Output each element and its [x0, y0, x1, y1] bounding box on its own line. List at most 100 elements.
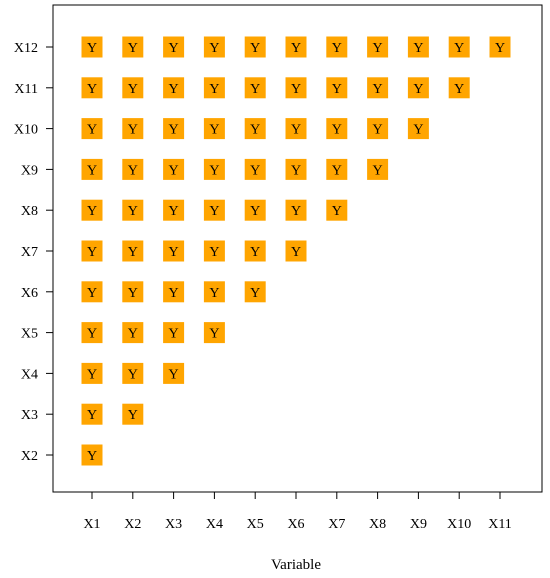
cell-marker	[285, 77, 307, 99]
x-axis-title: Variable	[271, 557, 321, 573]
cell-label: Y	[87, 204, 97, 219]
cell-x1-x9: Y	[81, 158, 103, 180]
cell-x3-x7: Y	[163, 240, 185, 262]
cell-label: Y	[87, 408, 97, 423]
cell-label: Y	[291, 82, 301, 97]
cell-x8-x10: Y	[367, 118, 389, 140]
y-tick-label-x9: X9	[21, 163, 38, 178]
cell-label: Y	[413, 82, 423, 97]
cell-marker	[285, 36, 307, 58]
cell-x1-x11: Y	[81, 77, 103, 99]
y-tick-label-x2: X2	[21, 449, 38, 464]
cell-x4-x9: Y	[203, 158, 225, 180]
cell-marker	[489, 36, 511, 58]
cell-x1-x12: Y	[81, 36, 103, 58]
cell-x6-x9: Y	[285, 158, 307, 180]
y-tick-label-x11: X11	[14, 82, 38, 97]
cell-marker	[285, 158, 307, 180]
cell-x3-x5: Y	[163, 322, 185, 344]
cell-marker	[244, 240, 266, 262]
y-tick-label-x10: X10	[14, 123, 38, 138]
cell-marker	[163, 281, 185, 303]
cell-label: Y	[250, 245, 260, 260]
cell-marker	[367, 118, 389, 140]
cell-label: Y	[87, 163, 97, 178]
cell-label: Y	[250, 123, 260, 138]
cell-marker	[244, 199, 266, 221]
cell-marker	[203, 158, 225, 180]
cell-marker	[203, 199, 225, 221]
cell-marker	[326, 36, 348, 58]
cell-marker	[122, 240, 144, 262]
cell-label: Y	[169, 163, 179, 178]
x-tick-label-x9: X9	[410, 517, 427, 532]
cell-marker	[81, 444, 103, 466]
cell-x5-x9: Y	[244, 158, 266, 180]
y-tick-label-x6: X6	[21, 286, 38, 301]
cell-x5-x11: Y	[244, 77, 266, 99]
cell-x2-x4: Y	[122, 362, 144, 384]
cell-label: Y	[291, 245, 301, 260]
cell-label: Y	[87, 41, 97, 56]
cell-marker	[203, 118, 225, 140]
cell-x6-x10: Y	[285, 118, 307, 140]
cell-label: Y	[250, 163, 260, 178]
cell-x7-x8: Y	[326, 199, 348, 221]
cell-label: Y	[209, 286, 219, 301]
cell-marker	[407, 36, 429, 58]
cell-x5-x8: Y	[244, 199, 266, 221]
cell-x4-x11: Y	[203, 77, 225, 99]
cell-x3-x9: Y	[163, 158, 185, 180]
cell-x6-x7: Y	[285, 240, 307, 262]
cell-x11-x12: Y	[489, 36, 511, 58]
cell-marker	[81, 240, 103, 262]
cell-x4-x6: Y	[203, 281, 225, 303]
cell-marker	[122, 36, 144, 58]
cell-x2-x9: Y	[122, 158, 144, 180]
cell-x3-x4: Y	[163, 362, 185, 384]
cell-label: Y	[128, 204, 138, 219]
cell-marker	[203, 36, 225, 58]
cell-marker	[163, 322, 185, 344]
cell-x1-x6: Y	[81, 281, 103, 303]
heatmap-cells: Y Y Y Y Y Y Y Y Y Y Y Y Y Y Y Y Y Y Y Y Y Y Y Y Y Y Y Y Y Y Y Y Y Y Y Y Y Y Y Y…	[81, 36, 511, 466]
cell-marker	[203, 240, 225, 262]
cell-label: Y	[169, 367, 179, 382]
x-tick-label-x6: X6	[287, 517, 304, 532]
cell-label: Y	[209, 41, 219, 56]
cell-label: Y	[373, 123, 383, 138]
cell-label: Y	[128, 163, 138, 178]
cell-marker	[407, 118, 429, 140]
cell-x5-x7: Y	[244, 240, 266, 262]
cell-marker	[81, 158, 103, 180]
cell-label: Y	[373, 41, 383, 56]
x-tick-label-x2: X2	[124, 517, 141, 532]
cell-label: Y	[291, 163, 301, 178]
cell-label: Y	[128, 367, 138, 382]
cell-label: Y	[128, 123, 138, 138]
cell-x2-x5: Y	[122, 322, 144, 344]
cell-x3-x8: Y	[163, 199, 185, 221]
y-axis-ticks: X2 X3 X4 X5 X6 X7 X8 X9 X10 X11 X12	[14, 41, 53, 464]
cell-marker	[122, 158, 144, 180]
cell-label: Y	[87, 245, 97, 260]
cell-x8-x9: Y	[367, 158, 389, 180]
cell-label: Y	[291, 204, 301, 219]
cell-label: Y	[250, 286, 260, 301]
cell-label: Y	[169, 327, 179, 342]
cell-x5-x10: Y	[244, 118, 266, 140]
cell-label: Y	[128, 41, 138, 56]
cell-label: Y	[128, 245, 138, 260]
cell-marker	[326, 77, 348, 99]
cell-x1-x4: Y	[81, 362, 103, 384]
cell-x6-x8: Y	[285, 199, 307, 221]
cell-x7-x11: Y	[326, 77, 348, 99]
cell-marker	[163, 158, 185, 180]
cell-marker	[81, 36, 103, 58]
cell-marker	[448, 77, 470, 99]
cell-marker	[122, 281, 144, 303]
cell-label: Y	[128, 327, 138, 342]
cell-marker	[81, 281, 103, 303]
cell-marker	[81, 403, 103, 425]
cell-x9-x10: Y	[407, 118, 429, 140]
